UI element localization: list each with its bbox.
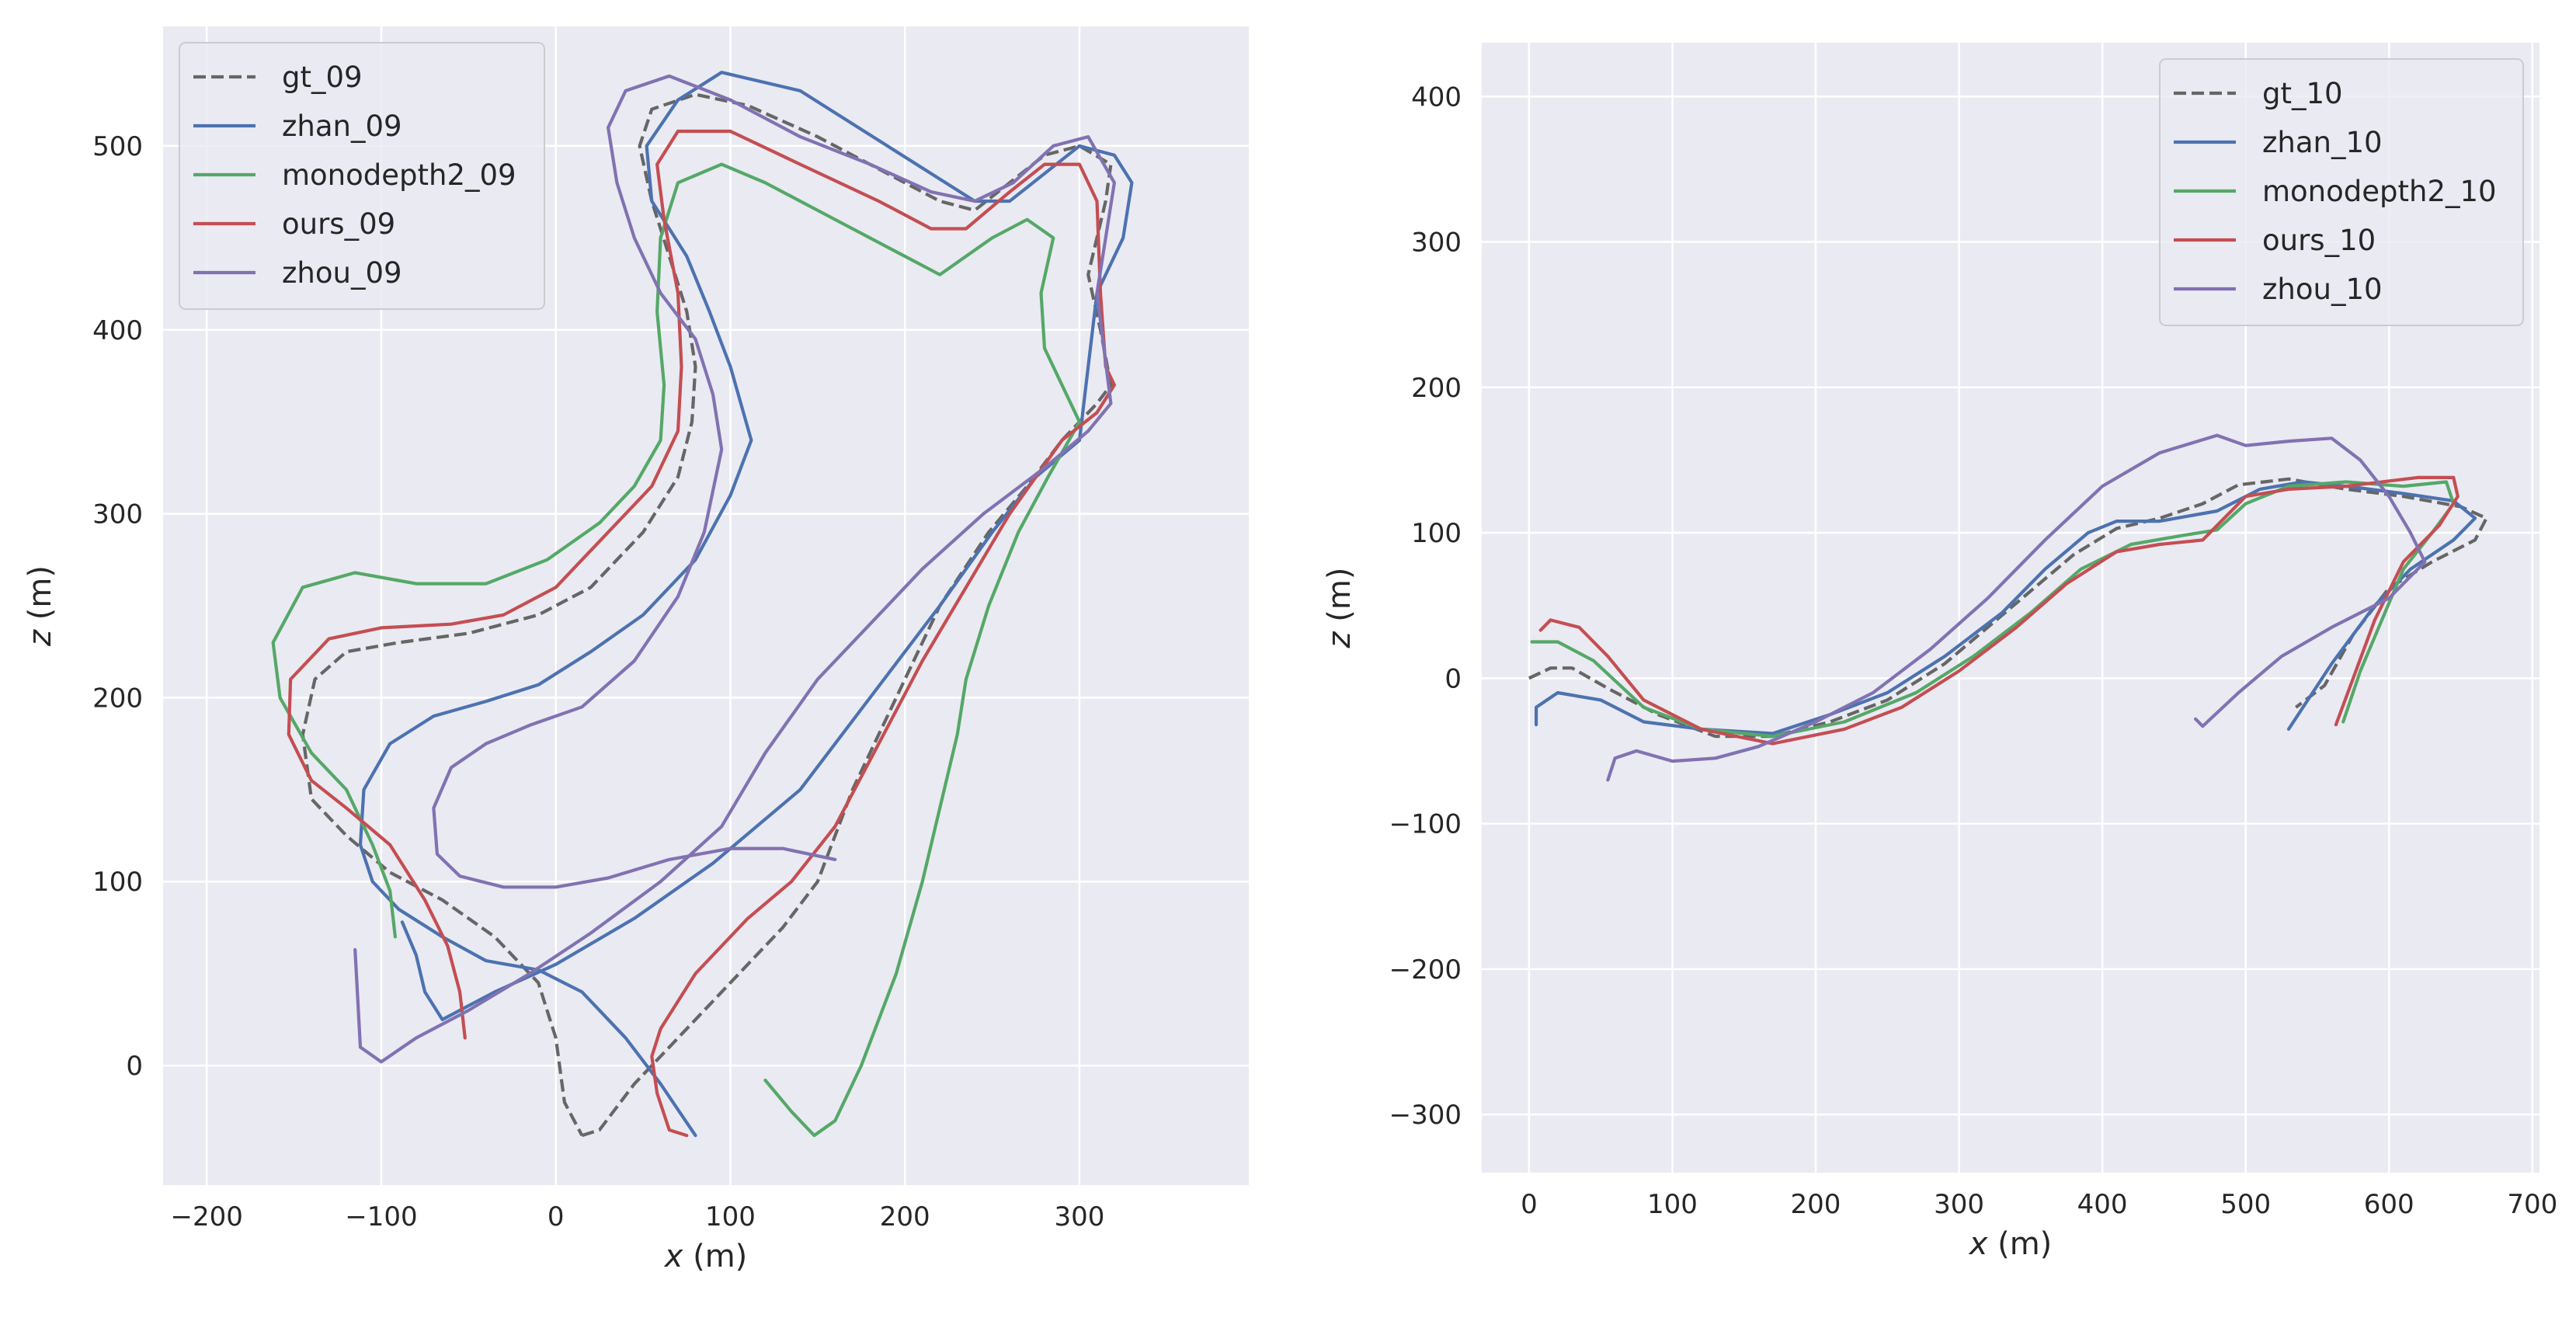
x-tick-label: 0: [548, 1201, 565, 1232]
y-tick-label: 300: [1411, 228, 1462, 259]
y-tick-label: −300: [1389, 1100, 1462, 1131]
legend: gt_09 zhan_09 monodepth2_09 ours_09 zhou_09: [179, 42, 545, 310]
y-tick-label: −200: [1389, 954, 1462, 986]
series-line-zhou_09: [353, 74, 1116, 1064]
x-tick-label: 200: [1791, 1189, 1841, 1220]
y-tick-label: 0: [126, 1051, 143, 1082]
y-tick-label: 100: [92, 867, 143, 898]
x-tick-label: 300: [1055, 1201, 1105, 1232]
y-tick-label: 400: [1411, 82, 1462, 113]
x-tick-label: 500: [2220, 1189, 2271, 1220]
y-tick-label: 500: [92, 131, 143, 162]
y-tick-label: 400: [92, 315, 143, 346]
x-axis-label: x (m): [663, 1239, 748, 1274]
legend-label: ours_10: [2262, 224, 2376, 257]
y-tick-label: 200: [92, 683, 143, 714]
series-line-ours_10: [1538, 475, 2460, 746]
legend-label: zhan_10: [2262, 126, 2383, 159]
legend-label: zhou_09: [282, 256, 402, 290]
x-tick-label: 0: [1521, 1189, 1538, 1220]
series-line-gt_10: [1528, 477, 2488, 739]
legend-label: zhan_09: [282, 110, 402, 143]
legend-label: gt_10: [2262, 77, 2343, 110]
series-line-zhan_09: [358, 71, 1134, 1138]
x-tick-label: 300: [1934, 1189, 1984, 1220]
series-line-zhan_10: [1535, 480, 2477, 735]
series-lines: [271, 71, 1134, 1138]
series-line-monodepth2_09: [271, 162, 1082, 1138]
x-tick-label: −200: [170, 1201, 242, 1232]
series-line-ours_09: [287, 129, 1116, 1138]
series-line-zhou_10: [1606, 433, 2427, 782]
series-lines: [1528, 433, 2488, 782]
y-axis-label: z (m): [23, 565, 58, 647]
legend-label: zhou_10: [2262, 273, 2383, 306]
series-line-gt_09: [301, 92, 1113, 1138]
x-axis-label: x (m): [1968, 1226, 2053, 1262]
y-tick-label: 0: [1444, 663, 1462, 694]
x-tick-label: −100: [345, 1201, 417, 1232]
x-tick-label: 200: [880, 1201, 930, 1232]
y-tick-label: 100: [1411, 518, 1462, 549]
y-tick-label: 200: [1411, 373, 1462, 404]
y-tick-label: −100: [1389, 809, 1462, 840]
x-tick-label: 100: [1647, 1189, 1698, 1220]
legend-label: ours_09: [282, 207, 395, 241]
legend-frame: [2159, 58, 2524, 326]
y-axis-label: z (m): [1322, 568, 1358, 649]
x-tick-label: 600: [2364, 1189, 2414, 1220]
x-tick-label: 700: [2507, 1189, 2557, 1220]
chart-1: −200 −100 0 100 200 300 0 100 200 300 400 500 x (m) z…: [23, 26, 1249, 1274]
y-tick-label: 300: [92, 499, 143, 530]
legend-frame: [179, 42, 545, 310]
chart-2: 0 100 200 300 400 500 600 700 −300 −200 −100 0 100 20…: [1322, 43, 2557, 1262]
legend: gt_10 zhan_10 monodepth2_10 ours_10 zhou_10: [2159, 58, 2524, 326]
legend-label: monodepth2_10: [2262, 175, 2497, 208]
x-tick-label: 100: [705, 1201, 756, 1232]
legend-label: monodepth2_09: [282, 158, 516, 192]
legend-label: gt_09: [282, 61, 363, 94]
x-tick-label: 400: [2077, 1189, 2128, 1220]
